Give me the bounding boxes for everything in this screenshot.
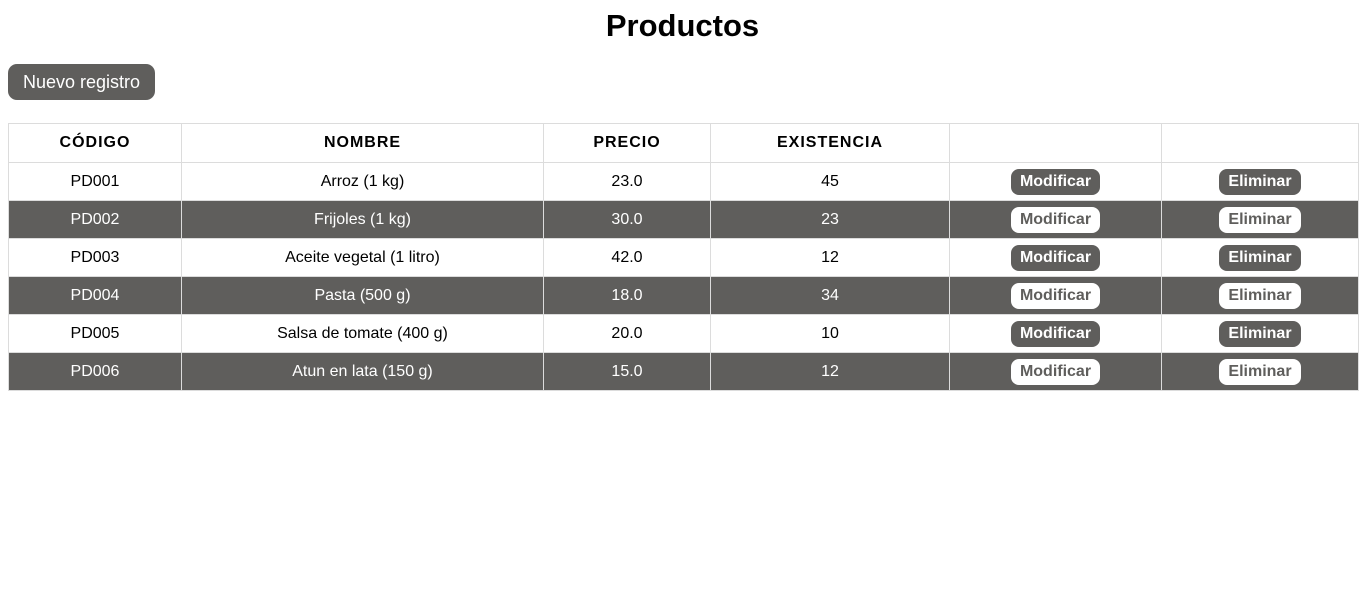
page-title: Productos: [605, 8, 760, 43]
cell-nombre: Salsa de tomate (400 g): [181, 314, 544, 353]
cell-existencia: 34: [710, 276, 950, 315]
cell-delete: Eliminar: [1161, 314, 1359, 353]
modify-button[interactable]: Modificar: [1010, 244, 1101, 271]
modify-button[interactable]: Modificar: [1010, 168, 1101, 195]
header-existencia: EXISTENCIA: [710, 123, 950, 163]
cell-precio: 18.0: [543, 276, 711, 315]
delete-button[interactable]: Eliminar: [1219, 206, 1301, 233]
cell-nombre: Atun en lata (150 g): [181, 352, 544, 391]
modify-button[interactable]: Modificar: [1010, 282, 1101, 309]
new-record-button[interactable]: Nuevo registro: [8, 64, 155, 100]
cell-precio: 42.0: [543, 238, 711, 277]
cell-codigo: PD002: [8, 200, 182, 239]
delete-button[interactable]: Eliminar: [1219, 168, 1301, 195]
header-modify-column: [949, 123, 1162, 163]
cell-modify: Modificar: [949, 200, 1162, 239]
delete-button[interactable]: Eliminar: [1219, 244, 1301, 271]
cell-nombre: Arroz (1 kg): [181, 162, 544, 201]
cell-precio: 23.0: [543, 162, 711, 201]
cell-existencia: 23: [710, 200, 950, 239]
cell-precio: 30.0: [543, 200, 711, 239]
cell-codigo: PD005: [8, 314, 182, 353]
cell-nombre: Pasta (500 g): [181, 276, 544, 315]
delete-button[interactable]: Eliminar: [1219, 358, 1301, 385]
delete-button[interactable]: Eliminar: [1219, 320, 1301, 347]
table-row: PD001 Arroz (1 kg) 23.0 45 Modificar Eli…: [8, 162, 1359, 201]
modify-button[interactable]: Modificar: [1010, 358, 1101, 385]
table-row: PD004 Pasta (500 g) 18.0 34 Modificar El…: [8, 276, 1359, 315]
table-header-row: CÓDIGO NOMBRE PRECIO EXISTENCIA: [8, 123, 1359, 163]
table-row: PD006 Atun en lata (150 g) 15.0 12 Modif…: [8, 352, 1359, 391]
cell-delete: Eliminar: [1161, 238, 1359, 277]
header-nombre: NOMBRE: [181, 123, 544, 163]
cell-delete: Eliminar: [1161, 352, 1359, 391]
cell-modify: Modificar: [949, 276, 1162, 315]
cell-existencia: 10: [710, 314, 950, 353]
header-precio: PRECIO: [543, 123, 711, 163]
cell-nombre: Frijoles (1 kg): [181, 200, 544, 239]
cell-delete: Eliminar: [1161, 200, 1359, 239]
cell-codigo: PD006: [8, 352, 182, 391]
cell-modify: Modificar: [949, 162, 1162, 201]
cell-precio: 15.0: [543, 352, 711, 391]
cell-existencia: 12: [710, 238, 950, 277]
modify-button[interactable]: Modificar: [1010, 206, 1101, 233]
delete-button[interactable]: Eliminar: [1219, 282, 1301, 309]
table-row: PD002 Frijoles (1 kg) 30.0 23 Modificar …: [8, 200, 1359, 239]
table-row: PD003 Aceite vegetal (1 litro) 42.0 12 M…: [8, 238, 1359, 277]
modify-button[interactable]: Modificar: [1010, 320, 1101, 347]
cell-codigo: PD004: [8, 276, 182, 315]
header-delete-column: [1161, 123, 1359, 163]
cell-modify: Modificar: [949, 352, 1162, 391]
cell-nombre: Aceite vegetal (1 litro): [181, 238, 544, 277]
cell-existencia: 45: [710, 162, 950, 201]
cell-delete: Eliminar: [1161, 162, 1359, 201]
cell-delete: Eliminar: [1161, 276, 1359, 315]
table-row: PD005 Salsa de tomate (400 g) 20.0 10 Mo…: [8, 314, 1359, 353]
cell-codigo: PD001: [8, 162, 182, 201]
cell-precio: 20.0: [543, 314, 711, 353]
cell-codigo: PD003: [8, 238, 182, 277]
cell-modify: Modificar: [949, 238, 1162, 277]
header-codigo: CÓDIGO: [8, 123, 182, 163]
cell-existencia: 12: [710, 352, 950, 391]
cell-modify: Modificar: [949, 314, 1162, 353]
products-table: CÓDIGO NOMBRE PRECIO EXISTENCIA PD001 Ar…: [8, 123, 1359, 391]
